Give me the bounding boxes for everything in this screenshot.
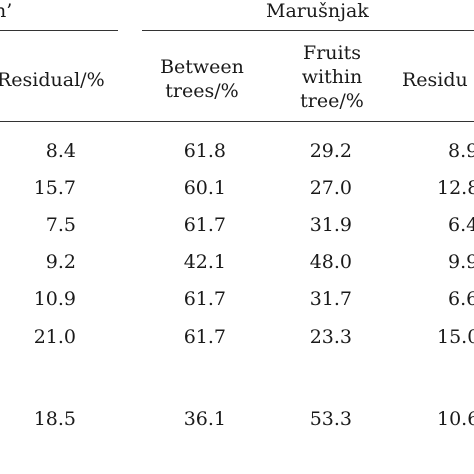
cell-fruits-within: 23.3 [309, 326, 352, 348]
cell-left-residual: 15.7 [33, 177, 76, 199]
cell-between-trees: 42.1 [183, 251, 226, 273]
col-header-fruits-line3: tree/% [300, 90, 364, 112]
cell-between-trees: 61.7 [183, 214, 226, 236]
cell-between-trees: 36.1 [183, 408, 226, 430]
cell-fruits-within: 27.0 [309, 177, 352, 199]
cell-left-residual: 9.2 [45, 251, 76, 273]
col-header-right-residual: Residu [402, 69, 468, 91]
cell-between-trees: 60.1 [183, 177, 226, 199]
cell-left-residual: 8.4 [45, 140, 76, 162]
cell-between-trees: 61.7 [183, 326, 226, 348]
cell-right-residual: 8.9 [448, 140, 474, 162]
cell-right-residual: 6.6 [448, 288, 474, 310]
cell-left-residual: 7.5 [45, 214, 76, 236]
col-header-fruits-line1: Fruits [303, 42, 361, 64]
group-rule-right [142, 30, 474, 31]
col-header-between-line1: Between [160, 56, 244, 78]
cell-right-residual: 12.8 [437, 177, 474, 199]
group-rule-left [0, 30, 118, 31]
cell-fruits-within: 31.7 [309, 288, 352, 310]
col-header-fruits-within: Fruits within tree/% [282, 41, 382, 113]
group-header-left: n’ [0, 0, 13, 22]
cell-right-residual: 10.6 [437, 408, 474, 430]
cell-left-residual: 10.9 [33, 288, 76, 310]
col-header-between-line2: trees/% [165, 80, 239, 102]
cell-left-residual: 18.5 [33, 408, 76, 430]
cell-right-residual: 6.4 [448, 214, 474, 236]
cell-right-residual: 9.9 [448, 251, 474, 273]
cell-left-residual: 21.0 [33, 326, 76, 348]
cell-fruits-within: 31.9 [309, 214, 352, 236]
col-header-left-residual: Residual/% [0, 69, 105, 91]
cell-between-trees: 61.7 [183, 288, 226, 310]
col-header-between-trees: Between trees/% [152, 55, 252, 103]
cell-right-residual: 15.0 [437, 326, 474, 348]
header-rule [0, 121, 474, 122]
cell-fruits-within: 53.3 [309, 408, 352, 430]
group-header-maruSnjak: Marušnjak [266, 0, 369, 22]
cell-between-trees: 61.8 [183, 140, 226, 162]
col-header-fruits-line2: within [301, 66, 363, 88]
cell-fruits-within: 29.2 [309, 140, 352, 162]
cell-fruits-within: 48.0 [309, 251, 352, 273]
